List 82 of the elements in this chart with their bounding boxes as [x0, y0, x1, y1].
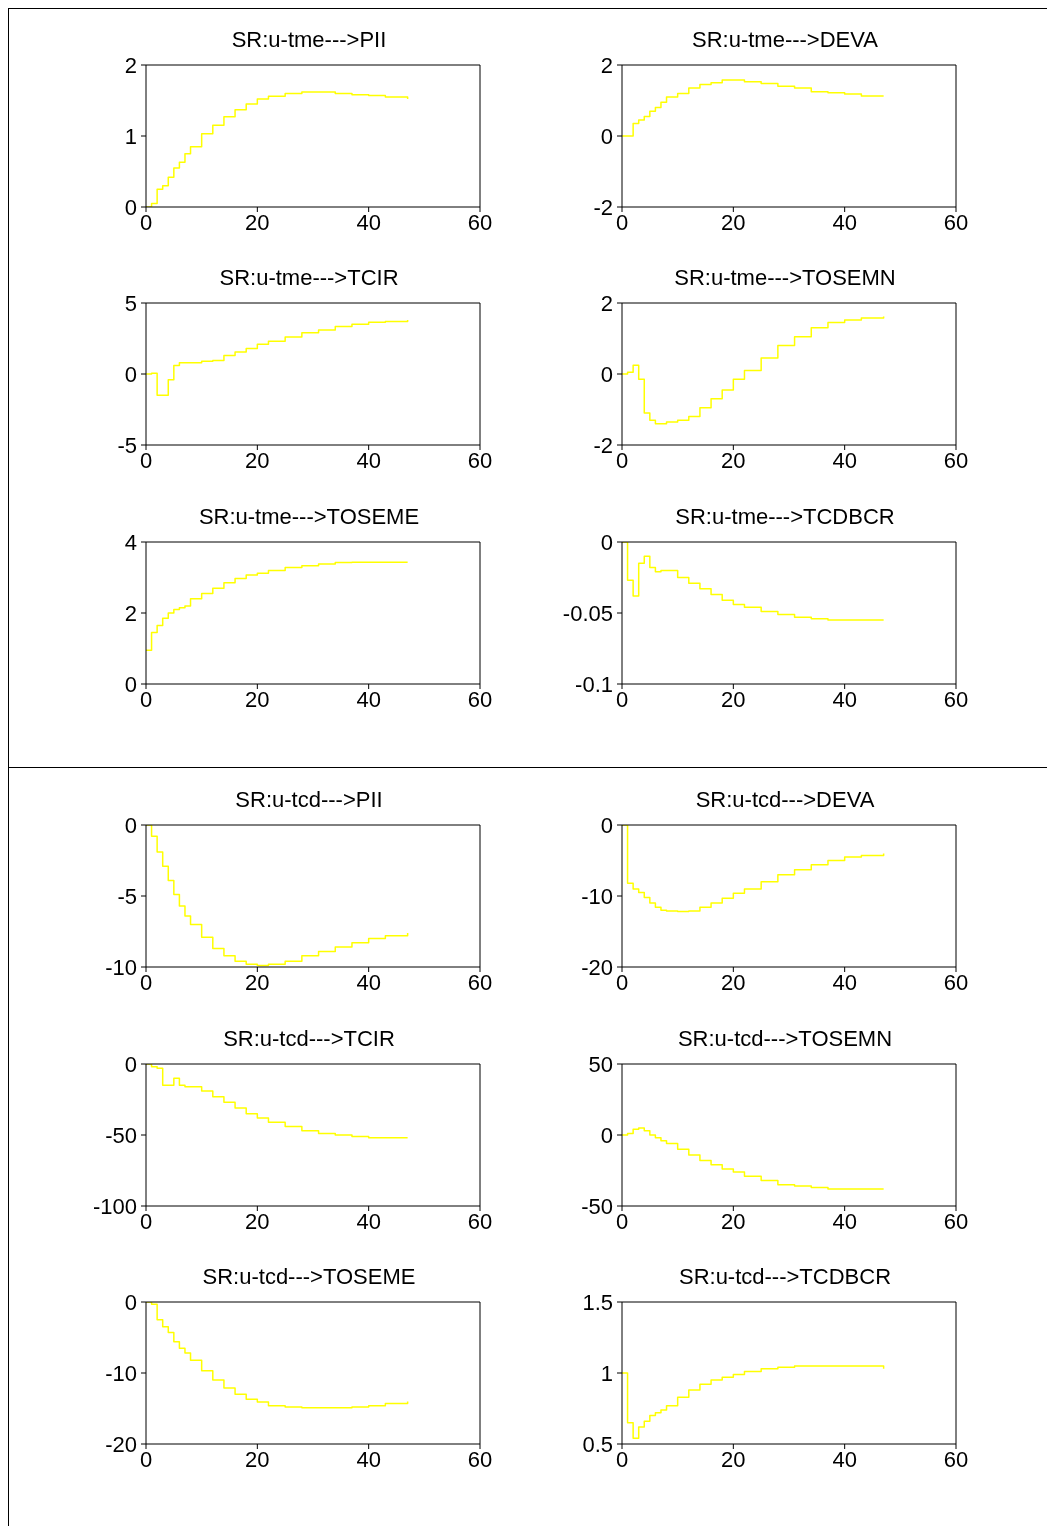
x-tick-label: 20 [245, 686, 270, 712]
chart-title: SR:u-tcd--->TCIR [223, 1026, 395, 1051]
y-tick-label: 0 [124, 1289, 137, 1315]
x-tick-label: 60 [943, 447, 969, 473]
y-tick-label: -0.05 [562, 600, 613, 626]
x-tick-label: 60 [943, 209, 969, 235]
x-tick-label: 20 [721, 1208, 746, 1234]
x-tick-label: 60 [467, 1208, 493, 1234]
y-tick-label: 1.5 [582, 1289, 613, 1315]
x-tick-label: 40 [356, 1208, 381, 1234]
x-tick-label: 60 [943, 686, 969, 712]
y-tick-label: 0 [600, 1122, 613, 1148]
y-tick-label: -5 [117, 432, 137, 458]
x-tick-label: 20 [245, 969, 270, 995]
y-tick-label: 0.5 [582, 1431, 613, 1457]
y-tick-label: 2 [124, 52, 137, 78]
x-tick-label: 20 [245, 209, 270, 235]
x-tick-label: 60 [467, 209, 493, 235]
x-tick-label: 20 [245, 1446, 270, 1472]
x-tick-label: 20 [721, 686, 746, 712]
y-tick-label: -50 [105, 1122, 137, 1148]
y-tick-label: -10 [105, 1360, 137, 1386]
y-tick-label: 2 [600, 52, 613, 78]
y-tick-label: 4 [124, 529, 137, 555]
chart-title: SR:u-tcd--->DEVA [695, 787, 875, 812]
y-tick-label: 0 [124, 361, 137, 387]
x-tick-label: 20 [245, 1208, 270, 1234]
y-tick-label: -10 [105, 954, 137, 980]
x-tick-label: 40 [832, 447, 857, 473]
x-tick-label: 40 [832, 686, 857, 712]
y-tick-label: -100 [92, 1193, 137, 1219]
x-tick-label: 60 [943, 1446, 969, 1472]
x-tick-label: 40 [356, 209, 381, 235]
x-tick-label: 20 [721, 1446, 746, 1472]
chart-title: SR:u-tme--->PII [231, 27, 387, 52]
chart-title: SR:u-tme--->TOSEME [198, 504, 420, 529]
y-tick-label: 0 [600, 123, 613, 149]
x-tick-label: 40 [832, 1446, 857, 1472]
x-tick-label: 60 [943, 1208, 969, 1234]
y-tick-label: 0 [600, 812, 613, 838]
x-tick-label: 40 [356, 447, 381, 473]
y-tick-label: 1 [600, 1360, 613, 1386]
x-tick-label: 20 [721, 209, 746, 235]
chart-title: SR:u-tme--->TOSEMN [674, 265, 896, 290]
y-tick-label: 50 [588, 1051, 613, 1077]
y-tick-label: -10 [581, 883, 613, 909]
y-tick-label: 2 [600, 290, 613, 316]
x-tick-label: 40 [832, 209, 857, 235]
y-tick-label: -50 [581, 1193, 613, 1219]
x-tick-label: 40 [356, 969, 381, 995]
x-tick-label: 40 [832, 1208, 857, 1234]
y-tick-label: 1 [124, 123, 137, 149]
chart-title: SR:u-tcd--->PII [235, 787, 383, 812]
x-tick-label: 20 [721, 969, 746, 995]
x-tick-label: 60 [467, 686, 493, 712]
y-tick-label: 0 [600, 529, 613, 555]
x-tick-label: 60 [943, 969, 969, 995]
chart-title: SR:u-tme--->DEVA [691, 27, 878, 52]
y-tick-label: -5 [117, 883, 137, 909]
y-tick-label: -2 [593, 432, 613, 458]
y-tick-label: 0 [600, 361, 613, 387]
x-tick-label: 20 [721, 447, 746, 473]
x-tick-label: 60 [467, 969, 493, 995]
y-tick-label: 2 [124, 600, 137, 626]
y-tick-label: -0.1 [575, 671, 613, 697]
y-tick-label: 0 [124, 1051, 137, 1077]
x-tick-label: 40 [832, 969, 857, 995]
y-tick-label: 5 [124, 290, 137, 316]
x-tick-label: 60 [467, 1446, 493, 1472]
chart-title: SR:u-tme--->TCIR [219, 265, 399, 290]
y-tick-label: -20 [581, 954, 613, 980]
x-tick-label: 60 [467, 447, 493, 473]
x-tick-label: 40 [356, 1446, 381, 1472]
y-tick-label: -20 [105, 1431, 137, 1457]
y-tick-label: -2 [593, 194, 613, 220]
y-tick-label: 0 [124, 812, 137, 838]
chart-title: SR:u-tcd--->TOSEMN [677, 1026, 893, 1051]
chart-title: SR:u-tme--->TCDBCR [675, 504, 895, 529]
x-tick-label: 40 [356, 686, 381, 712]
x-tick-label: 20 [245, 447, 270, 473]
chart-title: SR:u-tcd--->TCDBCR [678, 1264, 892, 1289]
chart-title: SR:u-tcd--->TOSEME [202, 1264, 416, 1289]
